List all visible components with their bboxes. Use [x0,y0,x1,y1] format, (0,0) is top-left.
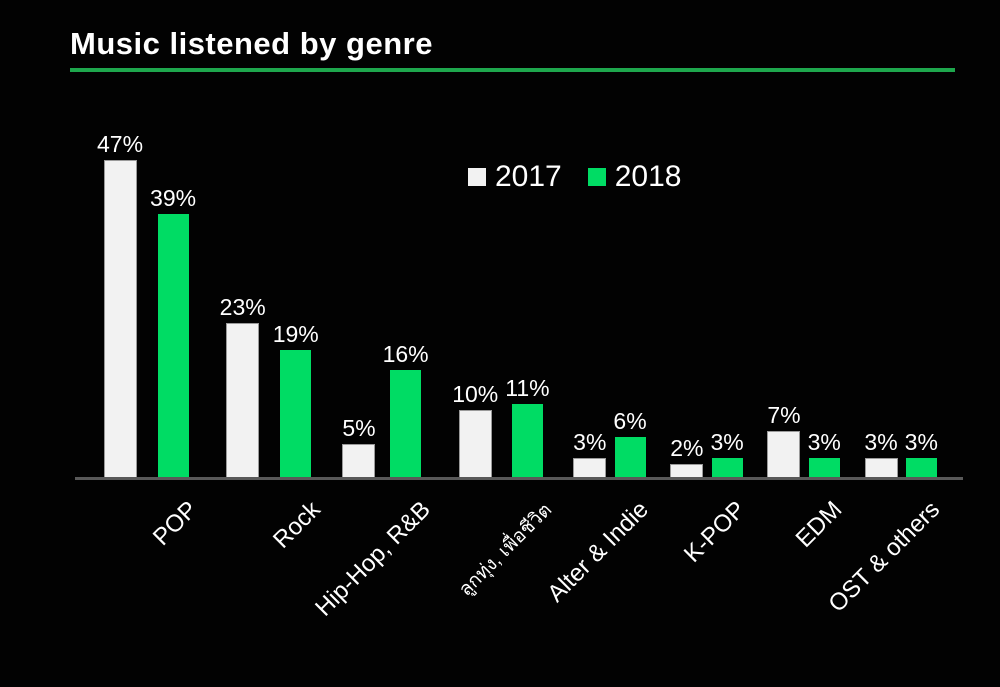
bar-group-7: 7% 3% EDM [767,401,848,553]
bar-group-5: 3% 6% Alter & Indie [542,407,654,608]
value-label-2018: 3% [807,428,841,455]
legend-swatch-2017-icon [468,168,486,186]
bar-2017 [458,410,492,478]
x-axis-label: EDM [791,496,848,553]
bar-group-6: 2% 3% K-POP [670,428,751,568]
value-label-2017: 3% [573,428,607,455]
bar-col: 7% [767,401,801,478]
bar-2018 [711,458,743,478]
bar-col: 11% [505,374,550,478]
bar-group-1: 47% 39% POP [97,130,203,551]
bar-2017 [864,458,898,478]
bar-2018 [808,458,840,478]
legend-label-2018: 2018 [614,160,682,193]
x-axis-label: POP [148,496,204,551]
bar-col: 3% [573,428,607,478]
bar-2017 [767,431,801,478]
bar-group-8: 3% 3% OST & others [823,428,945,618]
bar-group-2: 23% 19% Rock [219,293,326,554]
bar-col: 3% [807,428,841,478]
bar-col: 23% [219,293,266,478]
title-underline [70,68,955,72]
bar-col: 19% [272,320,319,478]
bar-2017 [573,458,607,478]
value-label-2018: 16% [382,340,429,367]
x-axis-label: Rock [268,496,326,554]
legend-swatch-2018-icon [587,168,606,186]
bar-col: 2% [670,434,704,478]
legend-label-2017: 2017 [495,160,562,193]
x-axis-line [75,477,963,480]
bar-col: 3% [904,428,938,478]
value-label-2017: 3% [864,428,898,455]
value-label-2017: 5% [342,414,376,441]
value-label-2018: 6% [613,407,647,434]
x-axis-label: Alter & Indie [542,496,654,608]
legend-item-2018: 2018 [587,160,682,194]
value-label-2017: 47% [97,130,144,157]
bar-2017 [342,444,376,478]
bar-col: 47% [97,130,144,478]
bar-col: 5% [342,414,376,478]
plot-area: 47% 39% POP 23% 19% Rock 5% 16% Hip-Hop, R&B 10% 1… [75,130,960,622]
bar-2018 [390,370,422,478]
chart-title: Music listened by genre [70,26,433,61]
bar-2018 [280,350,312,478]
bar-2018 [511,404,543,478]
value-label-2018: 3% [710,428,744,455]
bar-col: 10% [452,380,499,478]
x-axis-label: K-POP [678,496,751,568]
value-label-2018: 19% [272,320,319,347]
bar-col: 6% [613,407,647,478]
bar-col: 16% [382,340,429,478]
x-axis-label: Hip-Hop, R&B [310,496,436,622]
bar-2018 [614,437,646,478]
bar-2018 [905,458,937,478]
value-label-2018: 11% [505,374,550,401]
value-label-2018: 39% [150,184,197,211]
bar-col: 39% [150,184,197,478]
bar-col: 3% [864,428,898,478]
bar-col: 3% [710,428,744,478]
bar-group-3: 5% 16% Hip-Hop, R&B [310,340,436,622]
legend-item-2017: 2017 [468,160,562,194]
bar-2017 [670,464,704,478]
bar-2017 [103,160,137,478]
value-label-2017: 7% [767,401,801,428]
bar-2017 [226,323,260,478]
bar-group-4: 10% 11% ลูกทุ่ง, เพื่อชีวิต [452,374,556,601]
value-label-2018: 3% [904,428,938,455]
value-label-2017: 23% [219,293,266,320]
bar-2018 [157,214,189,478]
legend: 2017 2018 [468,160,682,194]
value-label-2017: 10% [452,380,499,407]
value-label-2017: 2% [670,434,704,461]
